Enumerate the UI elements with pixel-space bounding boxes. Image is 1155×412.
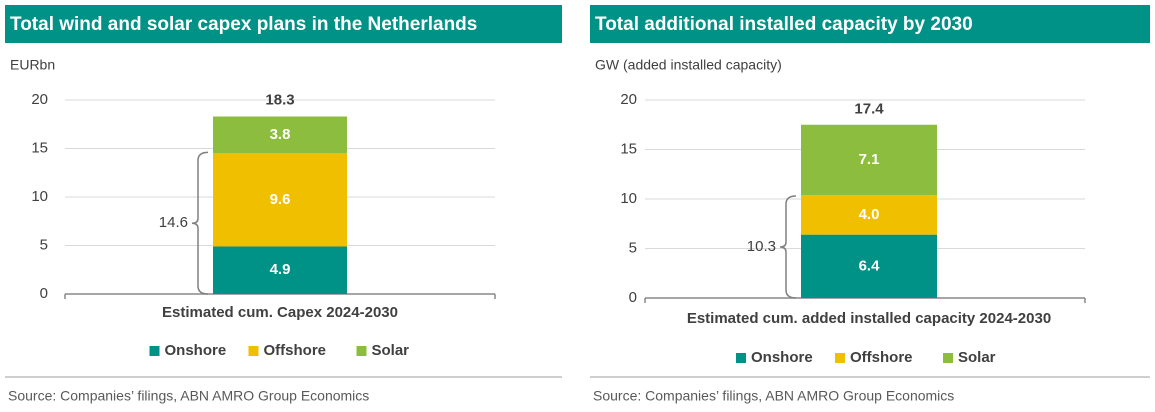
bracket-label: 10.3: [747, 238, 776, 255]
bar-segment: [213, 153, 347, 247]
value-label: 4.9: [270, 261, 291, 278]
y-tick-label: 5: [40, 236, 48, 253]
legend-label: Solar: [372, 342, 410, 359]
y-tick-label: 20: [31, 91, 48, 108]
value-label: 7.1: [859, 151, 880, 168]
bracket: [779, 195, 797, 299]
legend-label: Offshore: [264, 342, 327, 359]
bar-segment: [213, 116, 347, 154]
x-tick-label: Estimated cum. Capex 2024-2030: [162, 304, 398, 321]
value-label: 4.0: [859, 206, 880, 223]
y-axis-label: GW (added installed capacity): [595, 57, 782, 73]
y-tick-label: 5: [629, 239, 637, 256]
bracket: [191, 151, 209, 295]
x-tick-label: Estimated cum. added installed capacity …: [687, 310, 1051, 327]
value-label: 6.4: [859, 257, 881, 274]
legend-swatch: [356, 346, 367, 356]
bar-segment: [213, 246, 347, 294]
y-tick-label: 15: [620, 140, 637, 157]
legend-swatch: [943, 353, 953, 363]
y-tick-label: 0: [40, 285, 48, 302]
y-tick-label: 10: [31, 188, 48, 205]
legend-swatch: [149, 346, 160, 356]
source: Source: Companies’ filings, ABN AMRO Gro…: [593, 388, 954, 404]
bar-segment: [801, 234, 937, 298]
chart-title: Total additional installed capacity by 2…: [595, 14, 973, 35]
bar-segment: [801, 124, 937, 196]
bar-segment: [801, 195, 937, 235]
y-tick-label: 10: [620, 190, 637, 207]
legend-label: Solar: [958, 349, 996, 366]
bracket-label: 14.6: [159, 214, 188, 231]
legend-swatch: [835, 353, 845, 363]
title-bar: [590, 5, 1150, 43]
y-tick-label: 0: [629, 289, 637, 306]
y-axis-label: EURbn: [10, 57, 55, 73]
legend-label: Onshore: [165, 342, 227, 359]
y-tick-label: 20: [620, 91, 637, 108]
source: Source: Companies’ filings, ABN AMRO Gro…: [8, 388, 369, 404]
value-label: 3.8: [270, 126, 291, 143]
legend-label: Onshore: [751, 349, 813, 366]
total-label: 17.4: [854, 101, 884, 118]
y-tick-label: 15: [31, 139, 48, 156]
value-label: 9.6: [270, 191, 291, 208]
total-label: 18.3: [265, 91, 294, 108]
chart-title: Total wind and solar capex plans in the …: [10, 14, 477, 35]
legend-swatch: [248, 346, 259, 356]
title-bar: [5, 5, 562, 43]
legend-label: Offshore: [850, 349, 913, 366]
legend-swatch: [736, 353, 746, 363]
